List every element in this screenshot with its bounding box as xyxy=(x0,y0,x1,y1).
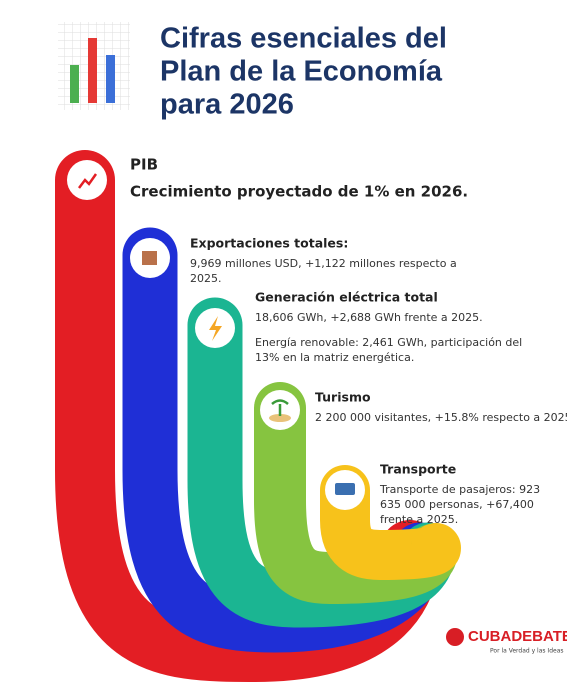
icon-bar xyxy=(88,38,97,103)
title-line: para 2026 xyxy=(160,89,294,121)
bands xyxy=(55,150,461,683)
item-text: Crecimiento proyectado de 1% en 2026. xyxy=(130,183,468,201)
logo-name: CUBADEBATE xyxy=(468,628,567,645)
item-heading: Turismo xyxy=(315,390,371,405)
item-heading: Generación eléctrica total xyxy=(255,290,438,305)
item-heading: Transporte xyxy=(380,462,456,477)
logo-tagline: Por la Verdad y las Ideas xyxy=(490,648,564,655)
item-texts: PIB Crecimiento proyectado de 1% en 2026.… xyxy=(130,156,567,527)
item-heading: Exportaciones totales: xyxy=(190,236,348,251)
title-line: Plan de la Economía xyxy=(160,56,443,88)
item-text: Transporte de pasajeros: 923 xyxy=(379,483,540,496)
item-text: 2025. xyxy=(190,272,222,285)
item-text: 9,969 millones USD, +1,122 millones resp… xyxy=(190,257,457,270)
band xyxy=(320,465,461,581)
logo: CUBADEBATE Por la Verdad y las Ideas xyxy=(446,628,567,655)
chart-icon xyxy=(58,22,130,110)
item-text: frente a 2025. xyxy=(380,513,458,526)
icon-bar xyxy=(70,65,79,103)
item-text: 13% en la matriz energética. xyxy=(255,351,414,364)
item-text: 2 200 000 visitantes, +15.8% respecto a … xyxy=(315,411,567,424)
logo-mark xyxy=(446,628,464,646)
icon-bolt xyxy=(209,316,222,341)
icon-island xyxy=(269,414,291,422)
title-line: Cifras esenciales del xyxy=(160,23,447,55)
icons xyxy=(67,160,365,510)
icon-circle xyxy=(67,160,107,200)
item-text: Energía renovable: 2,461 GWh, participac… xyxy=(255,336,522,349)
icon-trend xyxy=(78,173,98,189)
icon-palm xyxy=(271,399,289,416)
item-heading: PIB xyxy=(130,156,158,174)
item-text: 635 000 personas, +67,400 xyxy=(380,498,534,511)
icon-bar xyxy=(106,55,115,103)
icon-bus xyxy=(335,483,355,495)
icon-box xyxy=(142,251,157,265)
item-text: 18,606 GWh, +2,688 GWh frente a 2025. xyxy=(255,311,483,324)
